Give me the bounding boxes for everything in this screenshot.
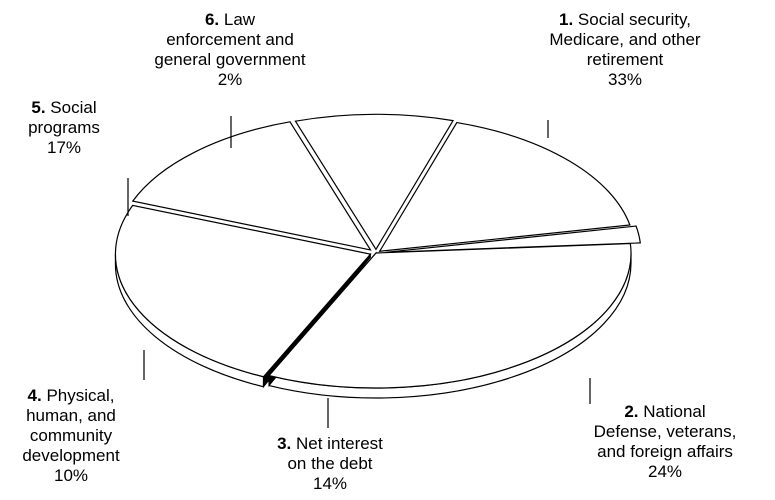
- slice-label-physical-human-line-1: 4. Physical,: [27, 386, 115, 405]
- slice-label-national-defense-line-1: 2. National: [624, 402, 706, 421]
- pie-slice-net-interest: [131, 121, 372, 251]
- slice-label-social-programs-line-2: programs: [28, 118, 100, 137]
- slice-value-law-enforcement: 2%: [217, 70, 243, 89]
- slice-label-social-security-line-1: 1. Social security,: [559, 10, 691, 29]
- slice-label-social-programs-line-1: 5. Social: [31, 98, 97, 117]
- slice-label-law-enforcement-line-2: enforcement and: [166, 30, 294, 49]
- slice-label-law-enforcement: 6. Law enforcement and general governmen…: [135, 10, 325, 90]
- slice-label-national-defense: 2. National Defense, veterans, and forei…: [560, 402, 770, 482]
- slice-value-social-programs: 17%: [46, 138, 82, 157]
- slice-label-physical-human: 4. Physical, human, and community develo…: [0, 386, 142, 486]
- slice-label-net-interest-line-1: 3. Net interest: [277, 434, 383, 453]
- pie-slice-social-programs: [378, 121, 631, 252]
- slice-label-law-enforcement-line-1: 6. Law: [204, 10, 256, 29]
- slice-value-social-security: 33%: [607, 70, 643, 89]
- slice-value-national-defense: 24%: [647, 462, 683, 481]
- slice-label-social-security: 1. Social security, Medicare, and other …: [500, 10, 750, 90]
- slice-label-social-programs: 5. Social programs 17%: [0, 98, 128, 158]
- slice-label-physical-human-line-4: development: [22, 446, 120, 465]
- slice-label-national-defense-line-2: Defense, veterans,: [593, 422, 737, 441]
- pie-slice-national-defense: [114, 204, 372, 378]
- slice-label-law-enforcement-line-3: general government: [154, 50, 306, 69]
- slice-label-physical-human-line-3: community: [29, 426, 113, 445]
- pie-slice-law-enforcement: [385, 225, 641, 253]
- slice-value-net-interest: 14%: [312, 474, 348, 493]
- slice-label-net-interest-line-2: on the debt: [287, 454, 373, 473]
- pie-slice-physical-human: [294, 113, 455, 251]
- slice-label-physical-human-line-2: human, and: [26, 406, 116, 425]
- pie-slice-social-security: [267, 242, 632, 389]
- slice-value-physical-human: 10%: [53, 466, 89, 485]
- slice-label-net-interest: 3. Net interest on the debt 14%: [245, 434, 415, 494]
- slice-label-social-security-line-3: retirement: [586, 50, 664, 69]
- slice-label-national-defense-line-3: and foreign affairs: [597, 442, 733, 461]
- slice-label-social-security-line-2: Medicare, and other: [549, 30, 701, 49]
